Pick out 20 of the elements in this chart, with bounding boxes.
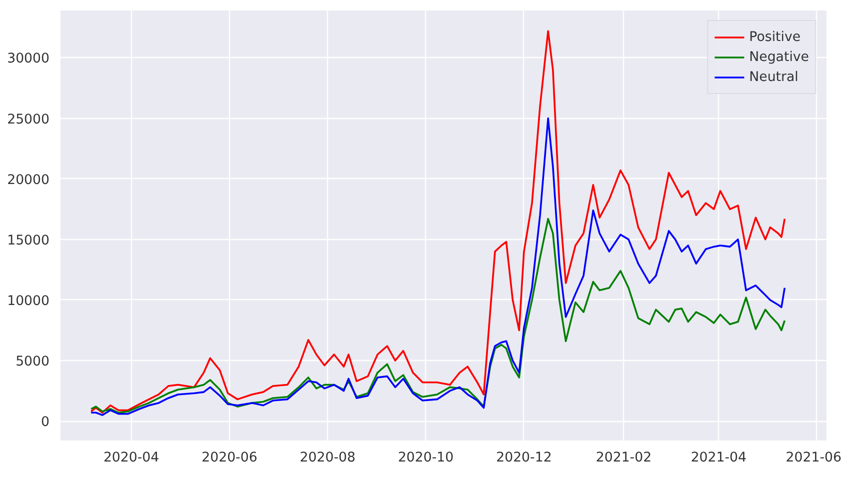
y-tick-label: 25000 (7, 112, 50, 128)
x-tick-label: 2020-12 (496, 450, 552, 466)
x-tick-label: 2020-08 (300, 450, 356, 466)
y-tick-label: 10000 (7, 294, 50, 309)
x-tick-label: 2020-06 (202, 450, 258, 466)
y-tick-label: 20000 (7, 172, 50, 188)
line-series (90, 117, 786, 416)
y-tick-label: 0 (41, 415, 50, 430)
y-tick-label: 30000 (7, 52, 50, 67)
legend-label: Negative (749, 50, 809, 64)
y-tick-label: 15000 (7, 233, 50, 248)
x-tick-label: 2021-02 (596, 450, 652, 466)
y-tick-label: 5000 (16, 354, 50, 370)
legend-label: Neutral (749, 70, 798, 84)
x-tick-label: 2020-04 (103, 450, 160, 466)
x-tick-label: 2021-06 (786, 450, 841, 466)
x-tick-label: 2020-10 (398, 450, 454, 466)
line-series (90, 218, 786, 414)
legend-label: Positive (749, 30, 801, 44)
x-tick-label: 2021-04 (690, 450, 747, 466)
